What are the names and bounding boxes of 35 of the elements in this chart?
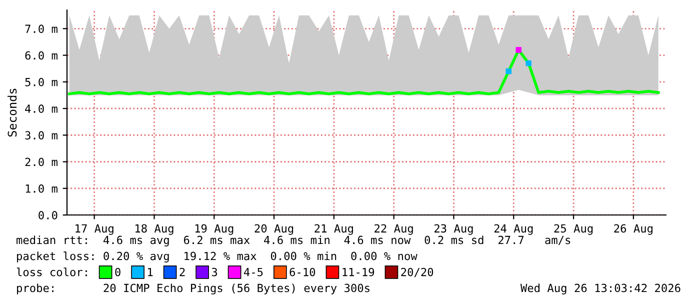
x-tick-label: 20 Aug — [254, 224, 294, 235]
legend-label: 0 — [115, 268, 120, 276]
legend-label: 6-10 — [290, 268, 316, 276]
y-tick-label: 7.0 m — [25, 24, 58, 34]
y-axis-title: Seconds — [8, 88, 17, 137]
y-tick-label: 3.0 m — [25, 131, 58, 140]
legend-label: 3 — [212, 268, 218, 276]
legend-label: 1 — [148, 268, 153, 276]
x-tick-label: 18 Aug — [135, 224, 174, 235]
x-tick-label: 17 Aug — [76, 224, 114, 235]
y-tick-label: 2.0 m — [25, 158, 58, 166]
legend-title: loss color: — [16, 268, 87, 276]
point — [506, 68, 512, 74]
y-tick-label: 5.0 m — [25, 78, 58, 86]
legend-label: 2 — [180, 268, 185, 276]
text: median rtt: 4.6 ms avg 6.2 ms max 4.6 ms min 4.6 ms now 0.2 ms sd 27.7 am/s — [16, 236, 570, 246]
x-tick-label: 25 Aug — [554, 224, 593, 235]
y-tick-label: 4.0 m — [25, 104, 58, 113]
text: probe: 20 ICMP Echo Pings (56 Bytes) every 300s — [17, 284, 370, 294]
x-tick-label: 24 Aug — [494, 224, 533, 235]
x-tick-label: 26 Aug — [614, 224, 652, 235]
x-tick-label: 22 Aug — [374, 224, 413, 235]
x-tick-label: 21 Aug — [314, 224, 353, 235]
x-tick-label: 23 Aug — [434, 224, 473, 235]
point — [516, 47, 522, 53]
text: Wed Aug 26 13:03:42 2026 — [520, 284, 680, 294]
legend-label: 4-5 — [244, 268, 263, 276]
legend-label: 11-19 — [342, 268, 374, 276]
x-tick-label: 19 Aug — [195, 224, 234, 235]
y-tick-label: 1.0 m — [26, 184, 58, 193]
point — [526, 60, 532, 66]
y-tick-label: 0.0 — [38, 211, 58, 220]
text: packet loss: 0.20 % avg 19.12 % max 0.00 % min 0.00 % now — [17, 252, 418, 262]
legend-label: 20/20 — [401, 268, 434, 278]
y-tick-label: 6.0 m — [25, 51, 58, 60]
